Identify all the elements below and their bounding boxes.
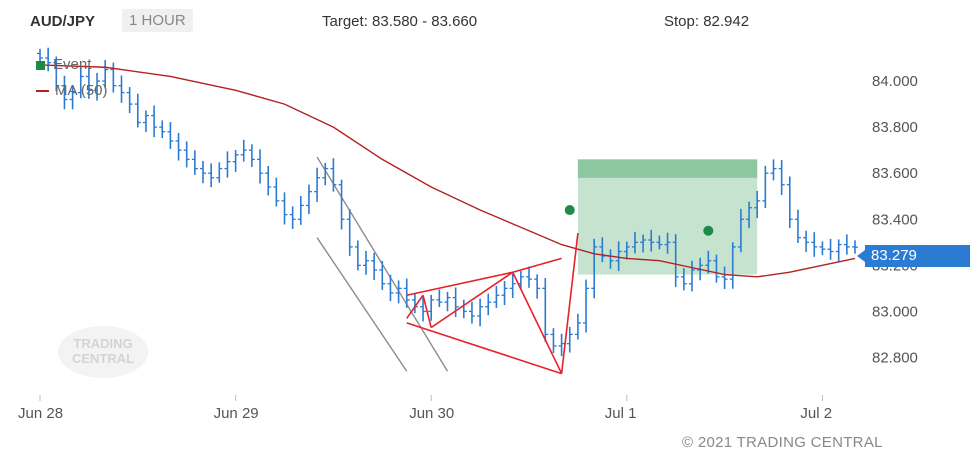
watermark-line1: TRADING [73, 336, 133, 351]
target-label: Target: 83.580 - 83.660 [322, 13, 478, 30]
pattern-line-1 [406, 322, 562, 375]
y-tick-label: 83.600 [872, 165, 918, 182]
x-tick-label: Jun 30 [409, 405, 454, 422]
event-marker-1 [703, 225, 714, 236]
y-tick-label: 83.000 [872, 303, 918, 320]
x-tick-label: Jun 28 [18, 405, 63, 422]
stop-label: Stop: 82.942 [664, 13, 750, 30]
legend-ma-label: MA (50) [55, 82, 108, 99]
x-tick-label: Jul 1 [605, 405, 637, 422]
copyright: © 2021 TRADING CENTRAL [682, 434, 883, 451]
current-price-tag: 83.279 [857, 245, 970, 267]
pattern-line-7 [512, 257, 562, 274]
event-marker-0 [564, 205, 575, 216]
ma-50-line [39, 64, 856, 278]
watermark-line2: CENTRAL [71, 351, 135, 366]
pattern-line-4 [430, 271, 514, 329]
y-tick-label: 82.800 [872, 349, 918, 366]
symbol-label: AUD/JPY [30, 13, 96, 30]
y-tick-label: 84.000 [872, 73, 918, 90]
y-tick-label: 83.800 [872, 119, 918, 136]
legend-event: Event [36, 52, 108, 78]
channel-line-1 [316, 237, 408, 372]
chart-header: AUD/JPY 1 HOUR Target: 83.580 - 83.660 S… [0, 0, 970, 44]
timeframe-button[interactable]: 1 HOUR [122, 9, 193, 32]
target-band [577, 159, 758, 178]
pattern-line-3 [422, 295, 432, 328]
x-tick-label: Jul 2 [800, 405, 832, 422]
trading-central-watermark: TRADING CENTRAL [58, 326, 148, 378]
pattern-line-0 [406, 271, 513, 297]
legend-ma: MA (50) [36, 78, 108, 104]
ma-swatch-icon [36, 90, 49, 92]
y-tick-label: 83.400 [872, 211, 918, 228]
x-tick-label: Jun 29 [214, 405, 259, 422]
chart-legend: Event MA (50) [36, 52, 108, 104]
legend-event-label: Event [53, 56, 92, 73]
pattern-line-2 [406, 294, 424, 319]
pattern-line-6 [560, 232, 579, 374]
pattern-line-5 [511, 271, 563, 374]
event-swatch-icon [36, 60, 45, 70]
